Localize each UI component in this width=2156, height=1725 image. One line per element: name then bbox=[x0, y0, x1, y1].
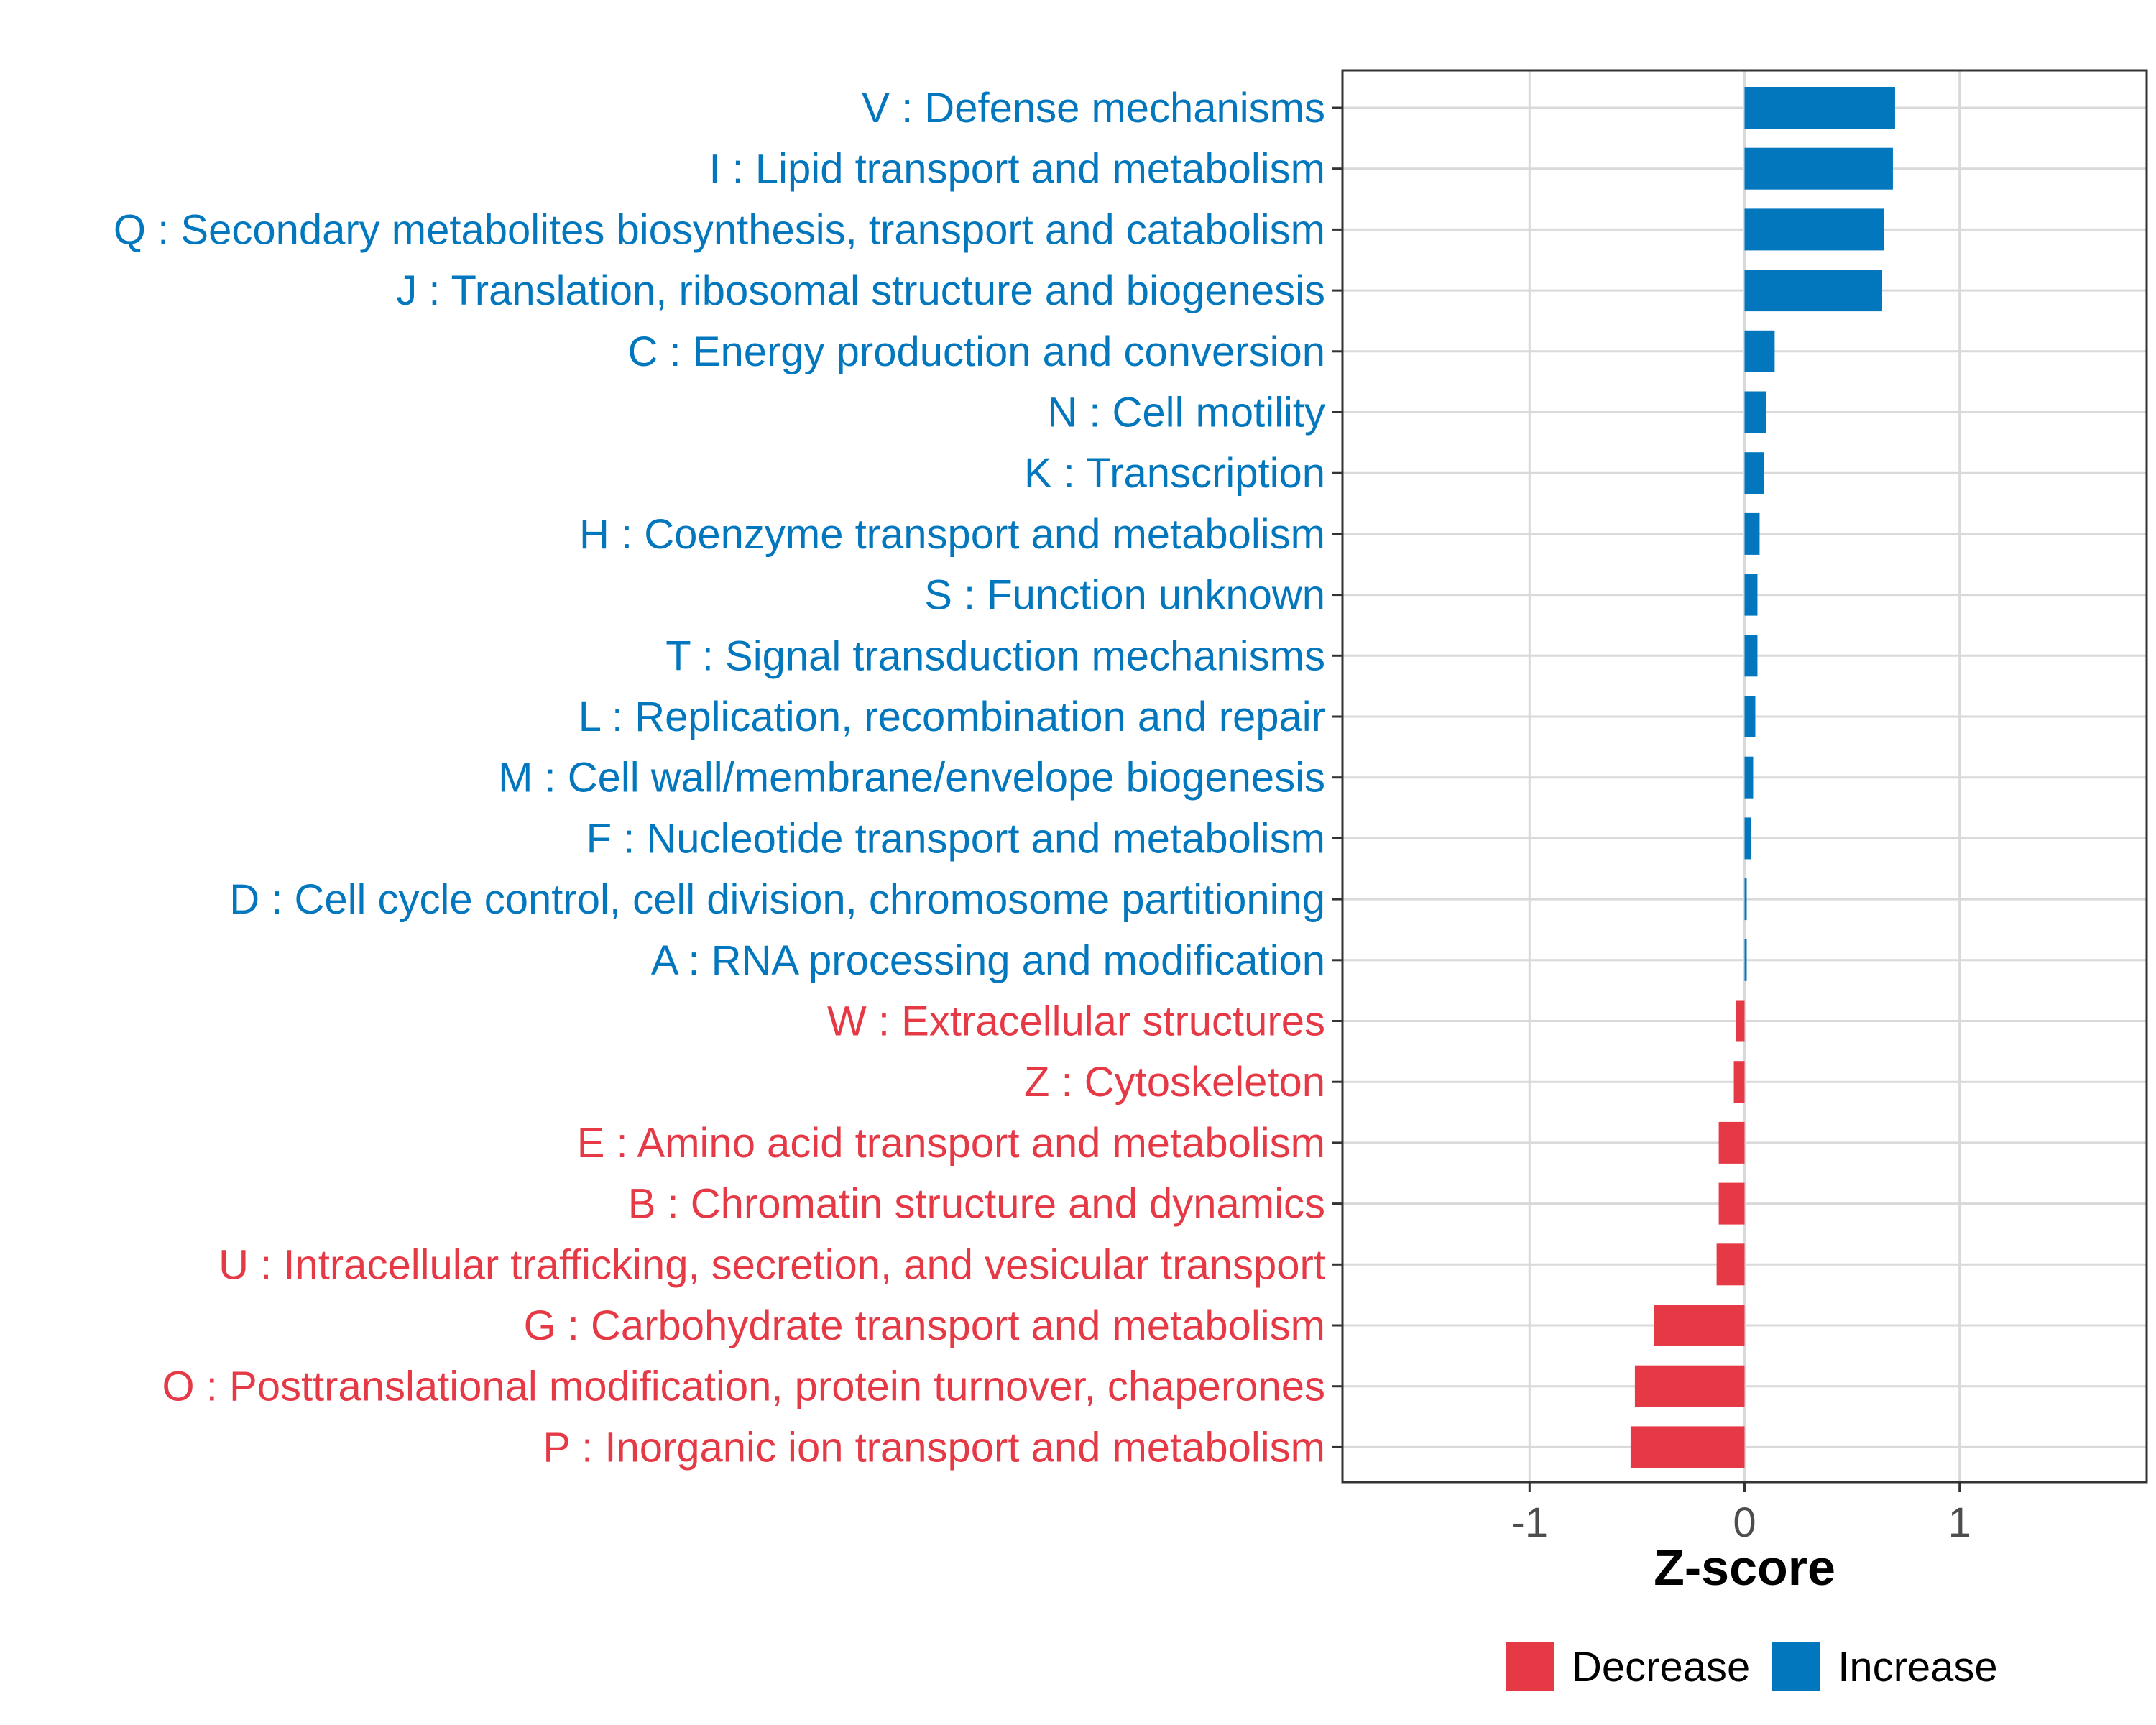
bar bbox=[1744, 330, 1775, 372]
legend-label-decrease: Decrease bbox=[1572, 1643, 1751, 1690]
bar bbox=[1744, 270, 1882, 312]
bar bbox=[1744, 696, 1756, 737]
bar bbox=[1744, 391, 1766, 433]
category-label: J : Translation, ribosomal structure and… bbox=[396, 267, 1325, 314]
category-label: G : Carbohydrate transport and metabolis… bbox=[524, 1302, 1325, 1349]
legend-item-increase: Increase bbox=[1772, 1642, 1998, 1691]
bar bbox=[1744, 878, 1747, 921]
bar bbox=[1744, 452, 1764, 494]
x-tick-label: 0 bbox=[1733, 1499, 1756, 1546]
category-label: A : RNA processing and modification bbox=[651, 937, 1325, 984]
category-label: L : Replication, recombination and repai… bbox=[579, 694, 1325, 740]
category-label: C : Energy production and conversion bbox=[628, 328, 1325, 375]
bar bbox=[1744, 817, 1751, 860]
bar bbox=[1744, 574, 1758, 616]
category-label: H : Coenzyme transport and metabolism bbox=[579, 511, 1325, 558]
bar bbox=[1718, 1121, 1745, 1164]
bar bbox=[1744, 147, 1893, 190]
bar bbox=[1736, 1000, 1745, 1042]
legend-swatch-increase bbox=[1772, 1642, 1821, 1691]
x-tick-label: 1 bbox=[1948, 1499, 1971, 1546]
category-label: T : Signal transduction mechanisms bbox=[665, 632, 1325, 679]
bar bbox=[1630, 1426, 1745, 1468]
bar bbox=[1744, 635, 1758, 677]
category-label: D : Cell cycle control, cell division, c… bbox=[229, 876, 1325, 923]
category-label: Q : Secondary metabolites biosynthesis, … bbox=[114, 206, 1325, 253]
category-label: P : Inorganic ion transport and metaboli… bbox=[543, 1424, 1325, 1471]
x-tick-label: -1 bbox=[1511, 1499, 1549, 1546]
category-label: V : Defense mechanisms bbox=[862, 85, 1325, 132]
bar bbox=[1733, 1061, 1745, 1103]
category-label: B : Chromatin structure and dynamics bbox=[628, 1181, 1325, 1228]
category-label: K : Transcription bbox=[1024, 450, 1325, 497]
bar bbox=[1744, 208, 1884, 251]
bar bbox=[1744, 512, 1760, 555]
category-label: Z : Cytoskeleton bbox=[1024, 1059, 1325, 1105]
legend-item-decrease: Decrease bbox=[1506, 1642, 1750, 1691]
category-label: F : Nucleotide transport and metabolism bbox=[586, 815, 1325, 862]
bar bbox=[1718, 1182, 1745, 1225]
bar bbox=[1716, 1243, 1745, 1286]
bar bbox=[1744, 87, 1895, 129]
bar bbox=[1634, 1365, 1745, 1407]
bar bbox=[1744, 939, 1747, 981]
x-axis-title: Z-score bbox=[1654, 1540, 1835, 1596]
category-label: N : Cell motility bbox=[1047, 390, 1325, 436]
category-label: I : Lipid transport and metabolism bbox=[709, 146, 1325, 193]
legend-label-increase: Increase bbox=[1838, 1643, 1998, 1690]
category-label: E : Amino acid transport and metabolism bbox=[577, 1120, 1325, 1167]
bar bbox=[1654, 1305, 1745, 1346]
category-label: U : Intracellular trafficking, secretion… bbox=[218, 1241, 1325, 1288]
bar bbox=[1744, 756, 1754, 799]
category-label: O : Posttranslational modification, prot… bbox=[162, 1363, 1325, 1410]
category-label: S : Function unknown bbox=[924, 572, 1325, 619]
category-label: M : Cell wall/membrane/envelope biogenes… bbox=[498, 755, 1325, 801]
category-label: W : Extracellular structures bbox=[827, 998, 1325, 1045]
legend: Decrease Increase bbox=[1506, 1642, 2005, 1691]
legend-swatch-decrease bbox=[1506, 1642, 1554, 1691]
